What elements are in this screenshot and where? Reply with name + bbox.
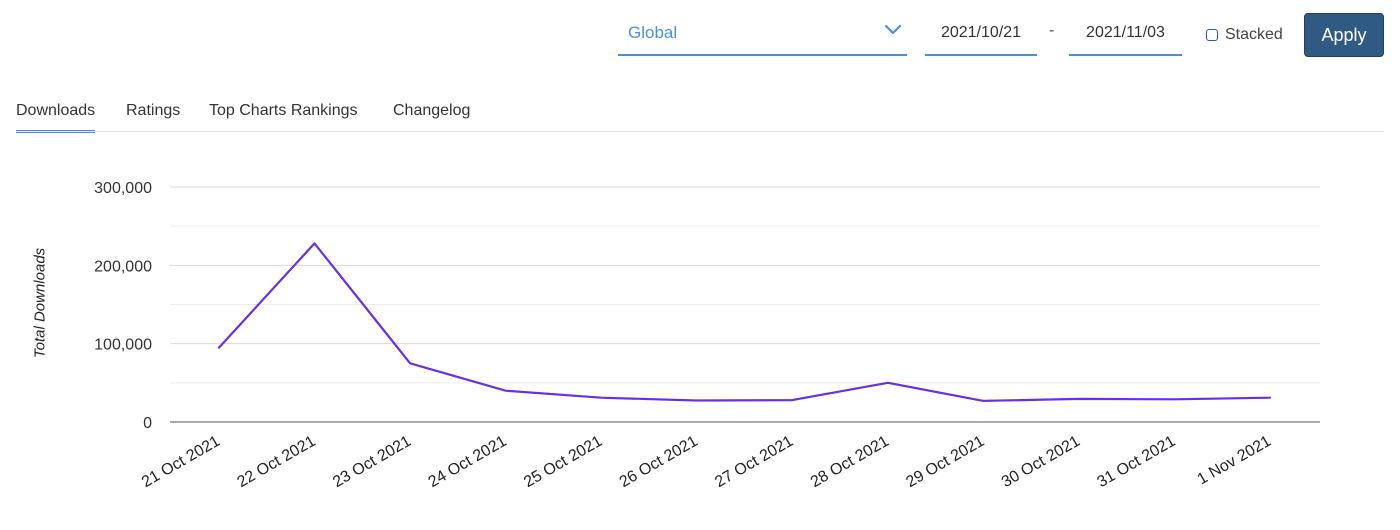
stacked-label: Stacked	[1225, 26, 1283, 43]
region-dropdown[interactable]: Global	[618, 14, 907, 56]
tab-ratings[interactable]: Ratings	[126, 102, 181, 119]
x-tick-label: 26 Oct 2021	[617, 433, 701, 491]
x-tick-label: 22 Oct 2021	[235, 433, 319, 491]
apply-button[interactable]: Apply	[1304, 13, 1384, 57]
y-tick-label: 0	[143, 415, 152, 432]
x-tick-label: 21 Oct 2021	[139, 433, 223, 491]
y-tick-label: 200,000	[94, 258, 152, 275]
y-tick-label: 100,000	[94, 337, 152, 354]
y-tick-label: 300,000	[94, 180, 152, 197]
x-tick-label: 28 Oct 2021	[808, 433, 892, 491]
checkbox-icon[interactable]	[1206, 29, 1218, 41]
x-tick-label: 27 Oct 2021	[712, 433, 796, 491]
y-axis-title: Total Downloads	[31, 247, 49, 359]
toolbar: Global 2021/10/21 - 2021/11/03 Stacked A…	[0, 0, 1400, 70]
x-tick-label: 29 Oct 2021	[903, 433, 987, 491]
x-tick-label: 31 Oct 2021	[1094, 433, 1178, 491]
chevron-down-icon	[884, 24, 902, 35]
tab-top-charts-rankings[interactable]: Top Charts Rankings	[209, 102, 358, 119]
tab-downloads[interactable]: Downloads	[16, 101, 96, 133]
x-tick-label: 30 Oct 2021	[999, 433, 1083, 491]
region-value: Global	[628, 23, 678, 42]
downloads-chart: 0 100,000 200,000 300,000 21 Oct 2021 22 Oct …	[0, 140, 1400, 530]
stacked-checkbox[interactable]: Stacked	[1206, 25, 1283, 45]
date-separator: -	[1049, 22, 1055, 39]
date-from-field[interactable]: 2021/10/21	[925, 14, 1037, 56]
x-tick-label: 23 Oct 2021	[330, 433, 414, 491]
tab-bar: Downloads Ratings Top Charts Rankings Ch…	[16, 101, 1384, 133]
series-line	[217, 242, 1272, 402]
x-tick-label: 24 Oct 2021	[426, 433, 510, 491]
line-chart: 0 100,000 200,000 300,000 21 Oct 2021 22 Oct …	[94, 180, 1320, 491]
tab-changelog[interactable]: Changelog	[393, 102, 471, 119]
tabs-divider	[16, 131, 1384, 132]
date-to-field[interactable]: 2021/11/03	[1069, 14, 1182, 56]
x-tick-label: 25 Oct 2021	[521, 433, 605, 491]
x-tick-label: 1 Nov 2021	[1195, 433, 1274, 489]
